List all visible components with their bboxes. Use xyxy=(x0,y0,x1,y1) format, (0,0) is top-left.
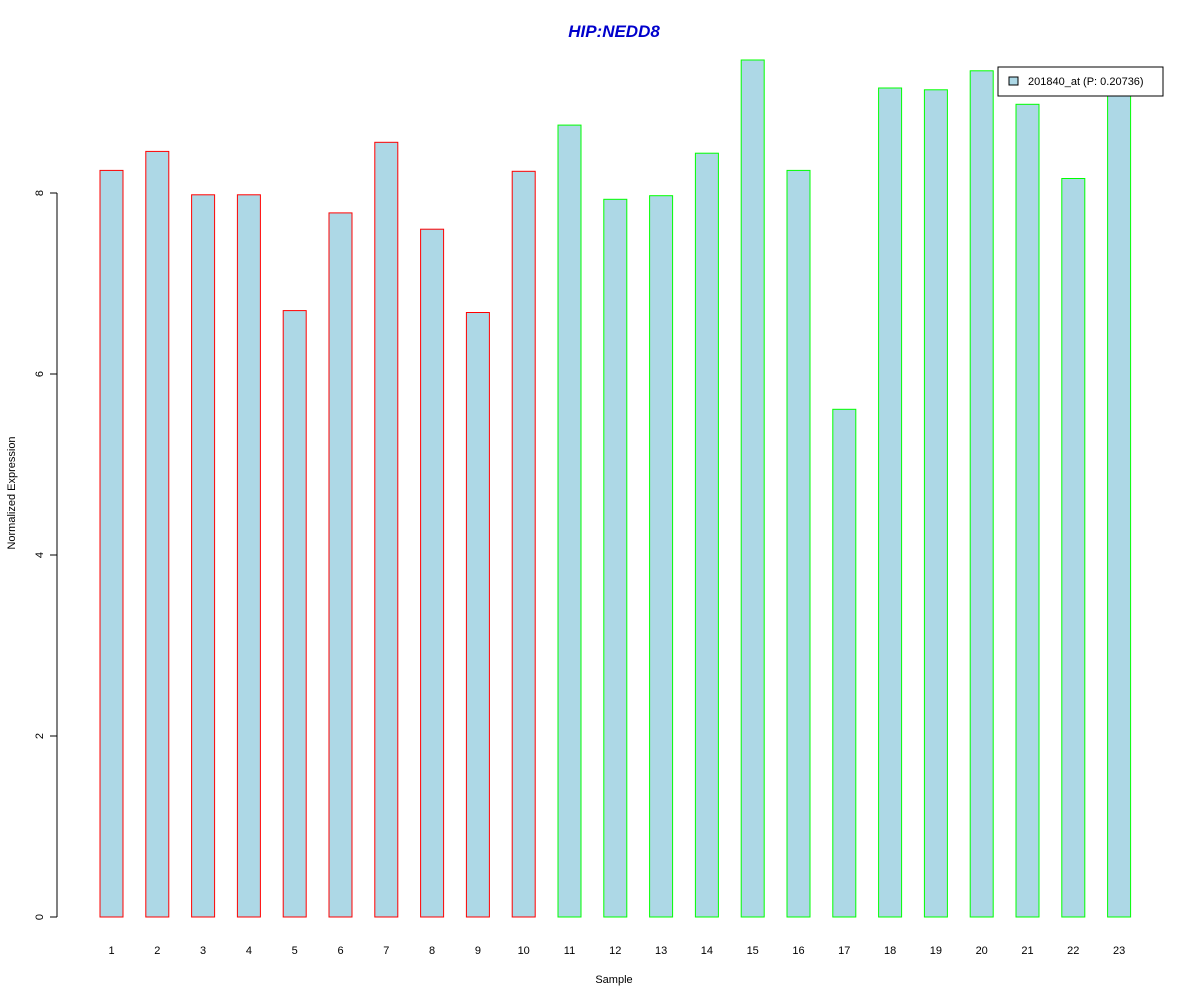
bar-sample-11 xyxy=(557,124,582,918)
bar-sample-8 xyxy=(420,228,445,918)
bar-sample-1 xyxy=(99,169,124,918)
bar-sample-6 xyxy=(328,212,353,918)
bar-sample-16 xyxy=(786,169,811,918)
bar-sample-10 xyxy=(511,170,536,918)
x-tick-label: 5 xyxy=(292,945,298,957)
y-tick-label: 4 xyxy=(34,552,46,558)
bar-sample-18 xyxy=(878,87,903,918)
bar-sample-20 xyxy=(969,70,994,918)
x-tick-label: 23 xyxy=(1113,945,1125,957)
x-tick-label: 14 xyxy=(701,945,713,957)
bar-sample-4 xyxy=(236,194,261,918)
bar-sample-7 xyxy=(374,141,399,918)
x-tick-label: 6 xyxy=(337,945,343,957)
x-tick-label: 1 xyxy=(108,945,114,957)
bar-sample-21 xyxy=(1015,103,1040,918)
bar-sample-14 xyxy=(694,152,719,918)
bar-sample-23 xyxy=(1107,93,1132,918)
legend-swatch xyxy=(1008,76,1019,86)
y-axis-label: Normalized Expression xyxy=(6,436,18,549)
legend: 201840_at (P: 0.20736) xyxy=(997,66,1164,97)
x-tick-label: 8 xyxy=(429,945,435,957)
y-tick-label: 2 xyxy=(34,733,46,739)
x-tick-label: 3 xyxy=(200,945,206,957)
x-tick-label: 20 xyxy=(976,945,988,957)
x-tick-label: 4 xyxy=(246,945,252,957)
bar-sample-22 xyxy=(1061,178,1086,918)
bars-group xyxy=(99,59,1132,918)
x-tick-label: 17 xyxy=(838,945,850,957)
y-tick-label: 6 xyxy=(34,371,46,377)
x-tick-label: 2 xyxy=(154,945,160,957)
x-tick-label: 9 xyxy=(475,945,481,957)
bar-sample-9 xyxy=(465,312,490,918)
x-tick-label: 19 xyxy=(930,945,942,957)
y-axis: 0 2 4 6 8 xyxy=(34,190,58,920)
x-tick-label: 11 xyxy=(564,945,575,957)
x-tick-labels: 1 2 3 4 5 6 7 8 9 10 11 12 13 14 15 16 17 18 19 20 21 22 23 xyxy=(108,945,1125,957)
x-tick-label: 15 xyxy=(747,945,759,957)
bar-sample-5 xyxy=(282,310,307,918)
bar-sample-3 xyxy=(191,194,216,918)
bar-sample-19 xyxy=(923,89,948,918)
x-tick-label: 16 xyxy=(792,945,804,957)
x-tick-label: 21 xyxy=(1021,945,1033,957)
x-tick-label: 18 xyxy=(884,945,896,957)
legend-box xyxy=(997,66,1164,97)
x-axis-label: Sample xyxy=(595,974,632,986)
x-tick-label: 22 xyxy=(1067,945,1079,957)
x-tick-label: 10 xyxy=(518,945,530,957)
x-tick-label: 12 xyxy=(609,945,621,957)
bar-sample-12 xyxy=(603,198,628,918)
bar-sample-17 xyxy=(832,408,857,918)
legend-label: 201840_at (P: 0.20736) xyxy=(1028,76,1144,88)
x-tick-label: 13 xyxy=(655,945,667,957)
chart-title: HIP:NEDD8 xyxy=(568,22,660,41)
y-tick-label: 0 xyxy=(34,914,46,920)
bar-sample-13 xyxy=(649,195,674,918)
bar-sample-2 xyxy=(145,150,170,918)
y-tick-label: 8 xyxy=(34,190,46,196)
x-tick-label: 7 xyxy=(383,945,389,957)
bar-sample-15 xyxy=(740,59,765,918)
